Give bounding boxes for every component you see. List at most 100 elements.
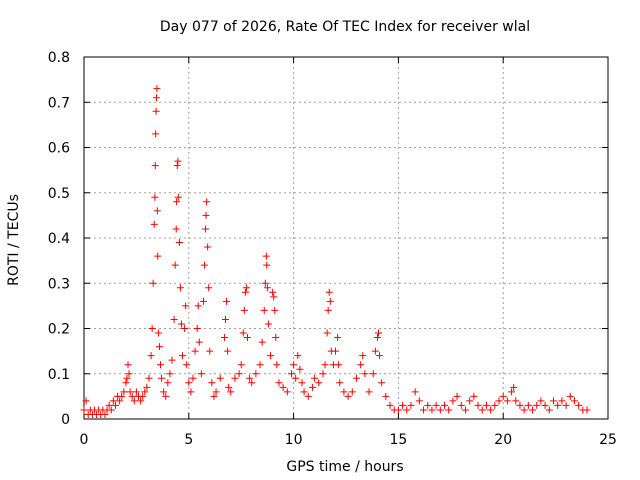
data-point bbox=[171, 261, 179, 269]
data-point bbox=[240, 306, 248, 314]
data-point bbox=[524, 401, 532, 409]
data-point bbox=[495, 397, 503, 405]
data-point bbox=[125, 370, 133, 378]
data-point bbox=[227, 388, 235, 396]
data-point bbox=[340, 388, 348, 396]
data-point bbox=[294, 352, 302, 360]
data-point bbox=[394, 406, 402, 414]
y-tick-label: 0.2 bbox=[48, 322, 70, 338]
data-point bbox=[177, 320, 185, 328]
x-tick-label: 15 bbox=[389, 432, 407, 448]
data-point bbox=[445, 406, 453, 414]
data-point bbox=[153, 94, 161, 102]
data-point bbox=[194, 302, 202, 310]
data-point bbox=[223, 297, 231, 305]
y-tick-label: 0.8 bbox=[48, 50, 70, 66]
data-point bbox=[212, 388, 220, 396]
data-point bbox=[205, 284, 213, 292]
data-point bbox=[248, 379, 256, 387]
data-point bbox=[128, 392, 136, 400]
data-point bbox=[470, 392, 478, 400]
data-point bbox=[122, 379, 130, 387]
data-point bbox=[466, 397, 474, 405]
data-point bbox=[231, 374, 239, 382]
y-tick-label: 0.7 bbox=[48, 95, 70, 111]
data-point bbox=[359, 352, 367, 360]
x-axis-label: GPS time / hours bbox=[286, 459, 403, 475]
data-point bbox=[583, 406, 591, 414]
data-point bbox=[246, 374, 254, 382]
data-point bbox=[424, 401, 432, 409]
data-point bbox=[348, 388, 356, 396]
data-point bbox=[270, 293, 278, 301]
x-tick-label: 20 bbox=[494, 432, 512, 448]
data-point bbox=[279, 383, 287, 391]
data-point bbox=[550, 397, 558, 405]
data-point bbox=[361, 370, 369, 378]
data-point bbox=[202, 211, 210, 219]
y-tick-label: 0.5 bbox=[48, 186, 70, 202]
data-point bbox=[175, 239, 183, 247]
data-point bbox=[139, 392, 147, 400]
data-point bbox=[336, 379, 344, 387]
data-point bbox=[461, 406, 469, 414]
data-point bbox=[510, 383, 518, 391]
data-point bbox=[242, 284, 250, 292]
data-point bbox=[378, 379, 386, 387]
data-point bbox=[141, 388, 149, 396]
data-point bbox=[386, 401, 394, 409]
data-point bbox=[143, 383, 151, 391]
data-point bbox=[324, 306, 332, 314]
y-tick-label: 0.4 bbox=[48, 231, 70, 247]
data-point bbox=[195, 338, 203, 346]
data-point bbox=[541, 401, 549, 409]
data-point bbox=[260, 306, 268, 314]
data-point bbox=[151, 193, 159, 201]
data-point bbox=[109, 397, 117, 405]
data-point bbox=[288, 370, 296, 378]
data-point bbox=[290, 361, 298, 369]
data-point bbox=[428, 406, 436, 414]
data-point bbox=[237, 361, 245, 369]
data-point bbox=[221, 315, 229, 323]
data-point bbox=[80, 406, 88, 414]
data-point bbox=[148, 325, 156, 332]
data-point bbox=[271, 306, 279, 314]
data-point bbox=[570, 397, 578, 405]
data-point bbox=[478, 406, 486, 414]
data-point bbox=[411, 388, 419, 396]
data-point bbox=[326, 297, 334, 305]
data-point bbox=[298, 379, 306, 387]
data-point bbox=[415, 397, 423, 405]
data-point bbox=[432, 401, 440, 409]
x-tick-label: 10 bbox=[285, 432, 303, 448]
data-point bbox=[224, 347, 232, 355]
data-point bbox=[262, 252, 270, 260]
data-point bbox=[153, 207, 161, 215]
data-point bbox=[374, 329, 382, 337]
data-point bbox=[304, 392, 312, 400]
data-point bbox=[189, 374, 197, 382]
data-point bbox=[365, 388, 373, 396]
data-point bbox=[174, 193, 182, 201]
data-point bbox=[296, 365, 304, 373]
data-point bbox=[154, 329, 162, 337]
data-point bbox=[155, 343, 163, 351]
data-point bbox=[241, 288, 249, 296]
data-point bbox=[153, 85, 161, 93]
data-point bbox=[292, 374, 300, 382]
data-point bbox=[332, 347, 340, 355]
data-point bbox=[275, 379, 283, 387]
y-axis-label: ROTI / TECUs bbox=[6, 194, 22, 286]
data-point bbox=[126, 388, 134, 396]
data-point bbox=[208, 379, 216, 387]
data-point bbox=[158, 374, 166, 382]
x-tick-label: 0 bbox=[80, 432, 89, 448]
data-point bbox=[181, 325, 189, 332]
data-point bbox=[179, 352, 187, 360]
data-point bbox=[441, 401, 449, 409]
data-point bbox=[491, 401, 499, 409]
data-point bbox=[239, 329, 247, 337]
